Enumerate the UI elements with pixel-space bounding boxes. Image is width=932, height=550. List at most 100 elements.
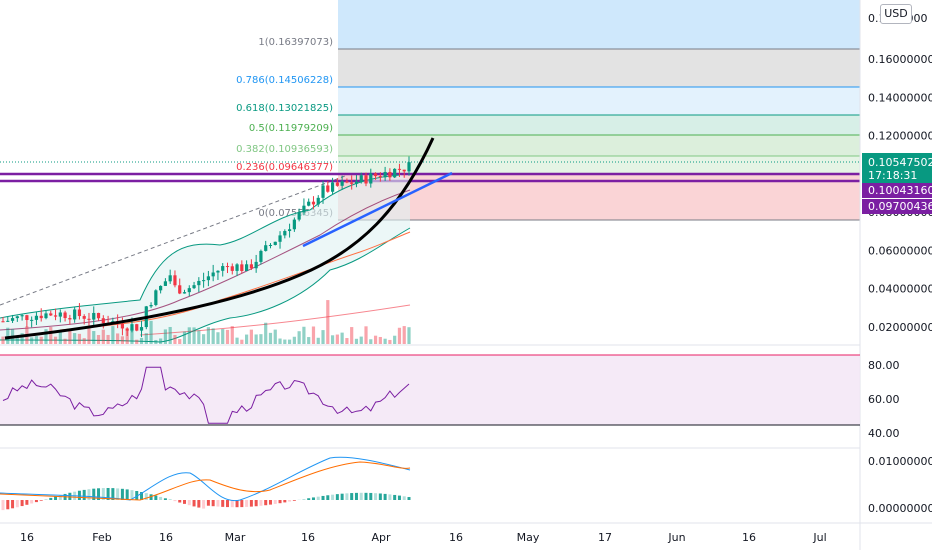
- macd-hist-bar: [316, 496, 320, 500]
- macd-hist-bar: [288, 500, 292, 502]
- fib-label: 1(0.16397073): [258, 37, 333, 48]
- fib-label: 0.236(0.09646377): [236, 162, 333, 173]
- candle-body: [202, 280, 206, 282]
- candle-body: [225, 266, 230, 268]
- macd-hist-bar: [211, 500, 215, 507]
- volume-bar: [130, 328, 134, 344]
- volume-bar: [125, 330, 129, 344]
- volume-bar: [197, 330, 201, 344]
- volume-bar: [268, 332, 273, 344]
- macd-hist-bar: [125, 489, 129, 500]
- macd-hist-bar: [311, 497, 315, 500]
- candle-body: [292, 219, 296, 230]
- volume-bar: [297, 331, 301, 344]
- macd-hist-bar: [144, 493, 148, 500]
- candle-body: [264, 245, 268, 251]
- price-tick-label: 0.06000000: [868, 244, 932, 257]
- volume-bar: [135, 339, 139, 344]
- candle-body: [49, 313, 53, 316]
- volume-bar: [101, 329, 105, 344]
- fib-retracement-zones: [338, 0, 860, 220]
- fib-label: 0.618(0.13021825): [236, 103, 333, 114]
- candle-body: [302, 205, 306, 213]
- macd-hist-bar: [345, 493, 349, 500]
- macd-hist-bar: [30, 500, 34, 504]
- candle-body: [58, 312, 62, 317]
- candle-body: [373, 173, 378, 177]
- level-tag-2: 0.09700436: [862, 199, 932, 214]
- volume-bar: [345, 338, 349, 344]
- volume-bar: [254, 334, 258, 344]
- time-tick-label: 16: [449, 531, 463, 544]
- candle-body: [39, 315, 43, 319]
- volume-bar: [249, 329, 253, 344]
- volume-bar: [373, 335, 378, 344]
- volume-bar: [302, 326, 306, 344]
- volume-bar: [407, 327, 411, 344]
- price-tick-label: 0.04000000: [868, 283, 932, 296]
- price-tick-label: 0.12000000: [868, 130, 932, 143]
- macd-hist-bar: [283, 500, 287, 503]
- candle-body: [230, 266, 234, 271]
- macd-hist-bar: [397, 495, 401, 500]
- volume-bar: [73, 333, 77, 344]
- macd-hist-bar: [326, 495, 330, 500]
- macd-hist-bar: [77, 490, 81, 500]
- macd-hist-bar: [163, 498, 167, 500]
- macd-hist-bar: [292, 500, 296, 501]
- time-tick-label: Jul: [812, 531, 826, 544]
- candle-body: [120, 323, 125, 329]
- volume-bar: [278, 338, 282, 344]
- svg-text:0.10043160: 0.10043160: [868, 184, 932, 197]
- macd-hist-bar: [245, 500, 249, 507]
- fib-label: 0.786(0.14506228): [236, 75, 333, 86]
- candle-body: [321, 185, 325, 198]
- rsi-pane: [0, 354, 860, 426]
- macd-hist-bar: [206, 500, 210, 506]
- macd-hist-bar: [192, 500, 196, 507]
- volume-bar: [168, 326, 172, 344]
- candle-body: [254, 261, 258, 269]
- volume-bar: [307, 337, 311, 344]
- svg-text:0.10547502: 0.10547502: [868, 156, 932, 169]
- volume-bar: [287, 339, 292, 344]
- rsi-tick-label: 60.00: [868, 393, 900, 406]
- macd-hist-bar: [116, 488, 120, 500]
- candle-body: [77, 309, 82, 317]
- volume-bar: [211, 328, 215, 344]
- volume-bar: [149, 320, 153, 344]
- macd-hist-bar: [20, 500, 24, 507]
- ema-line: [59, 231, 411, 331]
- volume-bar: [259, 334, 263, 344]
- fib-label: 0.382(0.10936593): [236, 144, 333, 155]
- macd-hist-bar: [402, 496, 406, 500]
- candle-body: [316, 197, 320, 205]
- volume-bar: [1, 336, 5, 344]
- volume-bar: [144, 333, 148, 344]
- volume-bar: [206, 327, 210, 344]
- volume-bar: [326, 300, 330, 344]
- macd-hist-bar: [235, 500, 239, 508]
- macd-hist-bar: [354, 492, 358, 500]
- macd-hist-bar: [273, 500, 277, 504]
- volume-bar: [273, 329, 277, 344]
- currency-button[interactable]: USD: [880, 4, 912, 24]
- volume-bar: [350, 327, 354, 344]
- volume-bar: [202, 334, 206, 344]
- volume-bar: [192, 327, 196, 344]
- candle-body: [206, 276, 210, 281]
- candle-body: [125, 328, 129, 331]
- macd-hist-bar: [187, 500, 191, 506]
- macd-hist-bar: [393, 494, 397, 500]
- candle-body: [278, 235, 282, 242]
- volume-bar: [383, 338, 387, 344]
- time-tick-label: 16: [742, 531, 756, 544]
- macd-pane: [0, 456, 411, 511]
- time-tick-label: Mar: [225, 531, 246, 544]
- time-tick-label: May: [517, 531, 540, 544]
- macd-hist-bar: [331, 494, 335, 500]
- volume-bar: [378, 336, 382, 344]
- volume-bar: [388, 339, 392, 344]
- candle-body: [1, 321, 5, 323]
